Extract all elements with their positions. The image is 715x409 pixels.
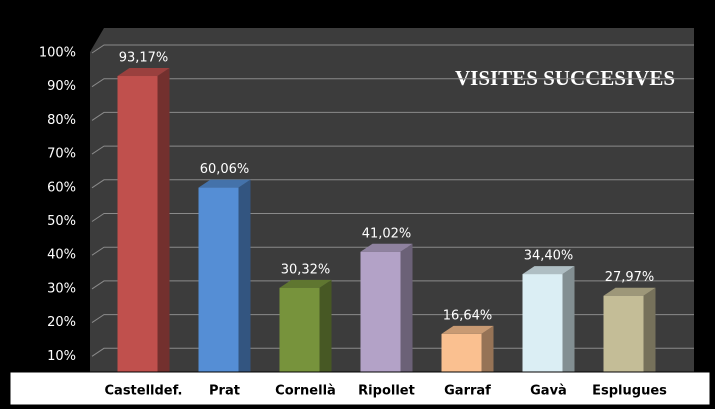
data-label: 30,32%: [281, 262, 331, 277]
grid-line: [91, 44, 694, 54]
grid-line: [91, 314, 694, 324]
bar-side: [238, 179, 251, 390]
x-tick-label: Cornellà: [275, 384, 336, 399]
y-tick-label: 20%: [47, 315, 76, 330]
bar-top: [603, 287, 656, 296]
y-tick-label: 90%: [47, 79, 76, 94]
data-label: 41,02%: [362, 226, 412, 241]
bar: [360, 251, 401, 390]
x-tick-label: Prat: [209, 384, 240, 399]
y-tick-label: 100%: [39, 46, 76, 61]
bar-top: [279, 279, 332, 288]
bar-top: [117, 68, 170, 77]
bar-side: [643, 287, 656, 390]
bar-side: [319, 279, 332, 390]
bar: [522, 274, 563, 390]
x-tick-label: Garraf: [444, 384, 491, 399]
data-label: 34,40%: [524, 249, 574, 264]
y-tick-label: 30%: [47, 281, 76, 296]
x-tick-label: Gavà: [530, 384, 567, 399]
x-tick-label: Esplugues: [592, 384, 667, 399]
bar: [117, 76, 158, 391]
bar: [198, 187, 239, 390]
y-tick-label: 70%: [47, 147, 76, 162]
data-label: 93,17%: [119, 51, 169, 66]
data-label: 16,64%: [443, 308, 493, 323]
x-tick-label: Ripollet: [358, 384, 415, 399]
data-label: 27,97%: [605, 270, 655, 285]
data-label: 60,06%: [200, 162, 250, 177]
y-tick-label: 40%: [47, 248, 76, 263]
chart-title: VISITES SUCCESIVES: [455, 66, 675, 90]
y-tick-label: 50%: [47, 214, 76, 229]
grid-line: [91, 145, 694, 155]
grid-line: [91, 280, 694, 290]
grid-line: [91, 179, 694, 189]
y-tick-label: 60%: [47, 180, 76, 195]
bar-top: [360, 243, 413, 252]
bar-top: [522, 266, 575, 275]
grid-line: [91, 246, 694, 256]
category-band: [9, 371, 711, 406]
bar-top: [441, 325, 494, 334]
grid-line: [91, 347, 694, 357]
y-tick-label: 80%: [47, 113, 76, 128]
grid-line: [91, 78, 694, 88]
bar-side: [400, 243, 413, 390]
bar-side: [157, 68, 170, 391]
grid-line: [91, 111, 694, 121]
bar-top: [198, 179, 251, 188]
grid-line: [91, 213, 694, 222]
bar-side: [562, 266, 575, 390]
y-tick-label: 10%: [47, 349, 76, 364]
x-tick-label: Castelldef.: [105, 384, 183, 399]
